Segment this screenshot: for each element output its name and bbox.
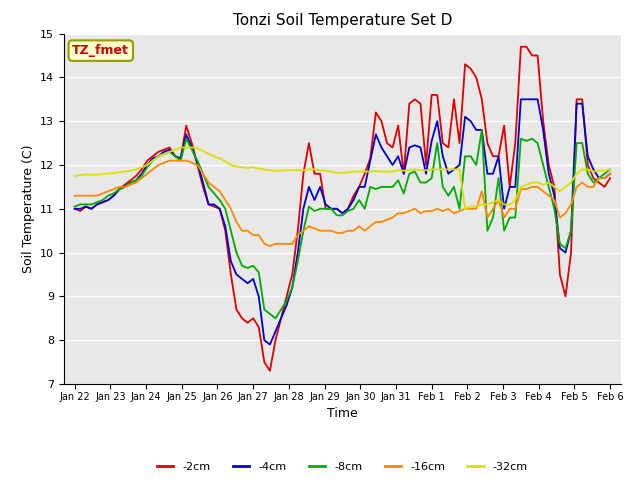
Y-axis label: Soil Temperature (C): Soil Temperature (C) (22, 144, 35, 273)
X-axis label: Time: Time (327, 407, 358, 420)
Legend: -2cm, -4cm, -8cm, -16cm, -32cm: -2cm, -4cm, -8cm, -16cm, -32cm (152, 457, 532, 477)
Title: Tonzi Soil Temperature Set D: Tonzi Soil Temperature Set D (233, 13, 452, 28)
Text: TZ_fmet: TZ_fmet (72, 44, 129, 57)
